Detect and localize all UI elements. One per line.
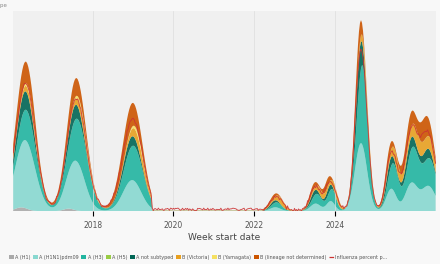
Text: ...ra subtype: ...ra subtype [0, 3, 7, 8]
X-axis label: Week start date: Week start date [188, 233, 260, 242]
Legend: A (H1), A (H1N1)pdm09, A (H3), A (H5), A not subtyped, B (Victoria), B (Yamagata: A (H1), A (H1N1)pdm09, A (H3), A (H5), A… [7, 253, 389, 262]
